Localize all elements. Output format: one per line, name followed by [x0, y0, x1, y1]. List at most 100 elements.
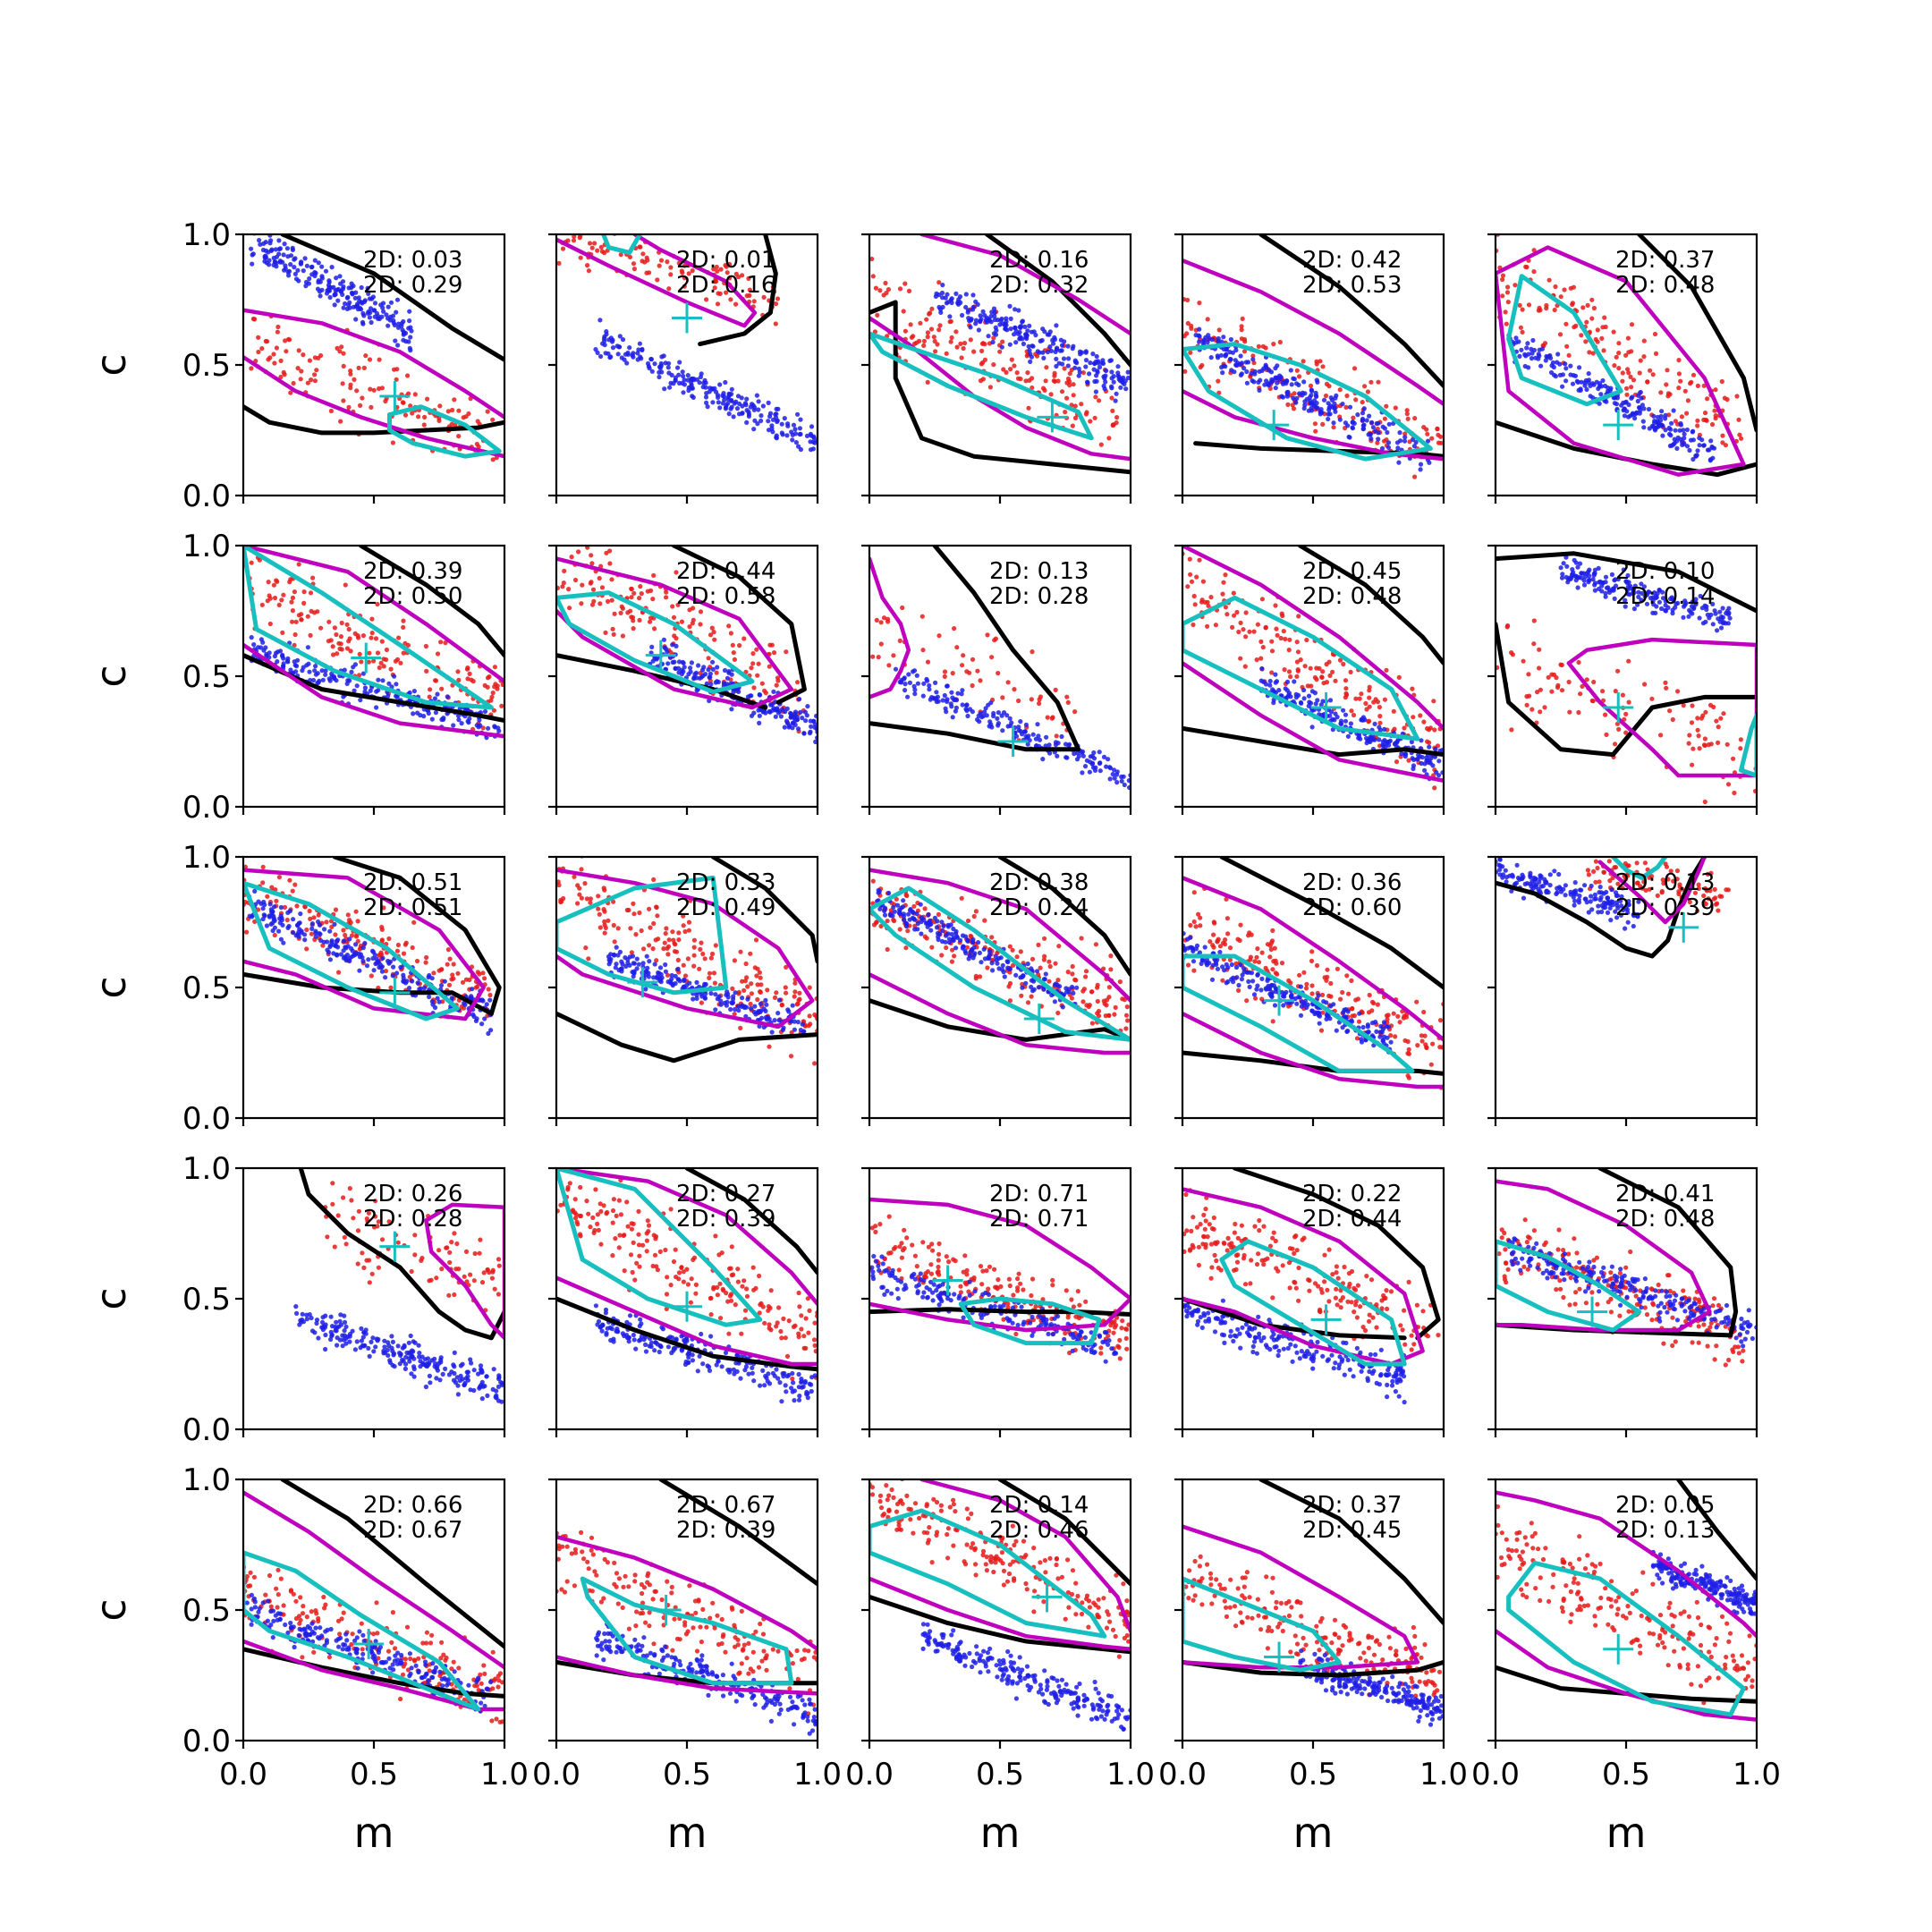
- blue-point: [1376, 420, 1381, 426]
- blue-point: [1575, 585, 1580, 590]
- blue-point: [310, 677, 317, 683]
- blue-point: [789, 429, 794, 435]
- blue-point: [372, 314, 377, 319]
- blue-point: [302, 937, 308, 943]
- red-point: [1083, 969, 1089, 974]
- blue-point: [781, 1025, 786, 1030]
- blue-point: [271, 262, 276, 267]
- red-point: [1079, 402, 1084, 407]
- red-point: [1642, 682, 1648, 687]
- blue-point: [953, 291, 959, 296]
- red-point: [637, 910, 642, 916]
- red-point: [954, 344, 960, 350]
- red-point: [1509, 727, 1514, 733]
- blue-point: [670, 659, 675, 665]
- blue-point: [1107, 358, 1113, 363]
- red-point: [1054, 733, 1059, 739]
- red-point: [1719, 378, 1724, 385]
- blue-point: [1332, 401, 1337, 406]
- blue-point: [992, 309, 997, 315]
- red-point: [1239, 324, 1244, 329]
- red-point: [682, 973, 689, 979]
- blue-point: [334, 678, 339, 683]
- red-point: [341, 363, 346, 369]
- red-point: [274, 578, 279, 583]
- red-point: [1625, 335, 1631, 341]
- red-point: [796, 997, 801, 1003]
- red-point: [466, 411, 471, 417]
- red-point: [891, 653, 896, 658]
- blue-point: [702, 995, 708, 1000]
- red-point: [665, 945, 670, 951]
- blue-point: [915, 681, 920, 686]
- red-point: [1216, 327, 1222, 333]
- blue-point: [1076, 373, 1081, 378]
- red-point: [1396, 674, 1402, 681]
- red-point: [1695, 727, 1700, 733]
- red-point: [753, 937, 759, 943]
- red-point: [1603, 712, 1608, 717]
- blue-point: [749, 693, 754, 699]
- blue-point: [1690, 456, 1696, 462]
- red-point: [1199, 599, 1205, 605]
- blue-point: [1409, 739, 1414, 745]
- red-point: [672, 949, 678, 954]
- red-point: [631, 267, 638, 272]
- red-point: [985, 965, 990, 970]
- red-point: [959, 355, 964, 360]
- blue-point: [329, 938, 335, 944]
- red-point: [885, 946, 890, 953]
- red-point: [1251, 629, 1257, 634]
- blue-point: [406, 986, 412, 991]
- red-point: [477, 971, 482, 977]
- blue-point: [1273, 672, 1278, 677]
- blue-point: [1043, 971, 1048, 977]
- red-point: [1526, 302, 1532, 308]
- blue-point: [286, 273, 292, 278]
- blue-point: [347, 958, 352, 963]
- red-point: [437, 403, 443, 409]
- red-point: [1402, 725, 1407, 731]
- red-point: [1258, 639, 1264, 645]
- red-point: [1685, 398, 1690, 403]
- blue-point: [1428, 760, 1433, 766]
- red-point: [1738, 746, 1743, 751]
- red-point: [475, 984, 480, 989]
- red-point: [1247, 629, 1252, 634]
- blue-point: [613, 965, 618, 970]
- red-point: [901, 309, 906, 314]
- red-point: [681, 923, 686, 928]
- blue-point: [1720, 606, 1725, 611]
- red-point: [1500, 276, 1505, 283]
- red-point: [922, 906, 928, 911]
- red-point: [1675, 689, 1681, 694]
- blue-point: [1022, 324, 1028, 329]
- blue-point: [1523, 353, 1529, 359]
- blue-point: [1345, 423, 1351, 428]
- blue-point: [1581, 571, 1587, 576]
- red-point: [637, 596, 642, 601]
- red-point: [1036, 942, 1041, 947]
- blue-point: [1216, 339, 1221, 344]
- blue-point: [785, 423, 791, 428]
- blue-point: [331, 284, 336, 290]
- blue-point: [996, 710, 1001, 716]
- blue-point: [935, 930, 941, 936]
- blue-point: [1539, 346, 1545, 352]
- blue-point: [593, 347, 598, 352]
- blue-point: [341, 694, 346, 699]
- blue-point: [982, 709, 987, 715]
- blue-point: [1309, 387, 1314, 393]
- red-point: [1695, 383, 1700, 388]
- blue-point: [1570, 381, 1576, 386]
- red-point: [1030, 649, 1035, 655]
- blue-point: [810, 446, 817, 452]
- red-point: [1620, 370, 1625, 376]
- red-point: [698, 609, 704, 614]
- red-point: [620, 606, 626, 611]
- red-point: [588, 896, 594, 902]
- red-point: [1243, 634, 1249, 640]
- blue-point: [1115, 370, 1121, 376]
- blue-point: [1273, 690, 1279, 695]
